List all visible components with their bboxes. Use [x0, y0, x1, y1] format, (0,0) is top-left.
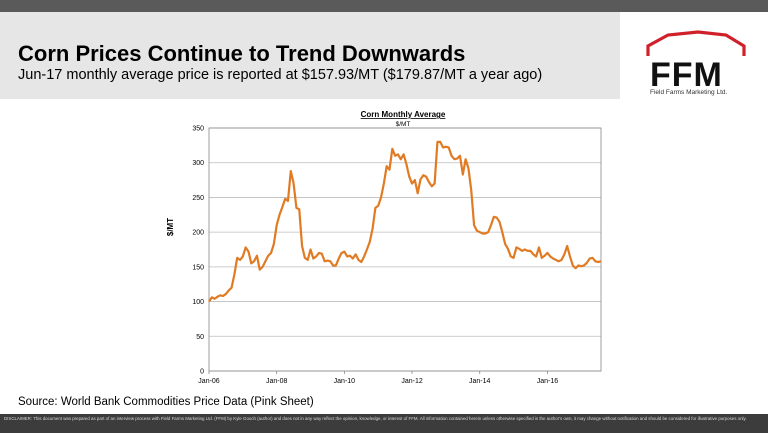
y-tick-label: 100 — [192, 299, 204, 306]
x-tick-label: Jan-06 — [198, 378, 220, 385]
x-tick-label: Jan-14 — [469, 378, 491, 385]
logo-text: FFM — [650, 56, 723, 94]
chart-subtitle: $/MT — [396, 121, 411, 128]
chart-gridlines — [209, 127, 601, 372]
chart-title: Corn Monthly Average — [361, 110, 446, 119]
x-tick-label: Jan-16 — [537, 378, 559, 385]
barn-roof-icon — [646, 30, 746, 56]
footer-strip: DISCLAIMER: This document was prepared a… — [0, 414, 768, 433]
source-note: Source: World Bank Commodities Price Dat… — [18, 396, 314, 408]
x-tick-label: Jan-12 — [401, 378, 423, 385]
header-band — [0, 12, 620, 99]
plot-frame — [208, 127, 602, 372]
y-axis-label: $/MT — [166, 218, 175, 236]
ffm-logo: FFM Field Farms Marketing Ltd. — [640, 30, 755, 100]
x-tick-label: Jan-10 — [334, 378, 356, 385]
series-line — [208, 140, 602, 303]
y-tick-label: 350 — [192, 126, 204, 133]
corn-price-chart: 0 50 100 150 200 250 300 350 Jan-06 Jan-08 Jan-10… — [166, 110, 602, 385]
y-tick-label: 50 — [196, 334, 204, 341]
slide-subtitle: Jun-17 monthly average price is reported… — [18, 67, 543, 83]
x-tick-label: Jan-08 — [266, 378, 288, 385]
y-tick-labels: 0 50 100 150 200 250 300 350 — [192, 126, 204, 376]
slide-title: Corn Prices Continue to Trend Downwards — [18, 41, 466, 66]
chart-axes — [208, 127, 602, 374]
top-strip — [0, 0, 768, 12]
y-tick-label: 150 — [192, 264, 204, 271]
y-tick-label: 0 — [200, 369, 204, 376]
x-tick-labels: Jan-06 Jan-08 Jan-10 Jan-12 Jan-14 Jan-16 — [198, 378, 558, 385]
y-tick-label: 200 — [192, 230, 204, 237]
y-tick-label: 300 — [192, 160, 204, 167]
logo-tagline: Field Farms Marketing Ltd. — [650, 89, 728, 96]
disclaimer-text: DISCLAIMER: This document was prepared a… — [4, 416, 747, 421]
y-tick-label: 250 — [192, 195, 204, 202]
